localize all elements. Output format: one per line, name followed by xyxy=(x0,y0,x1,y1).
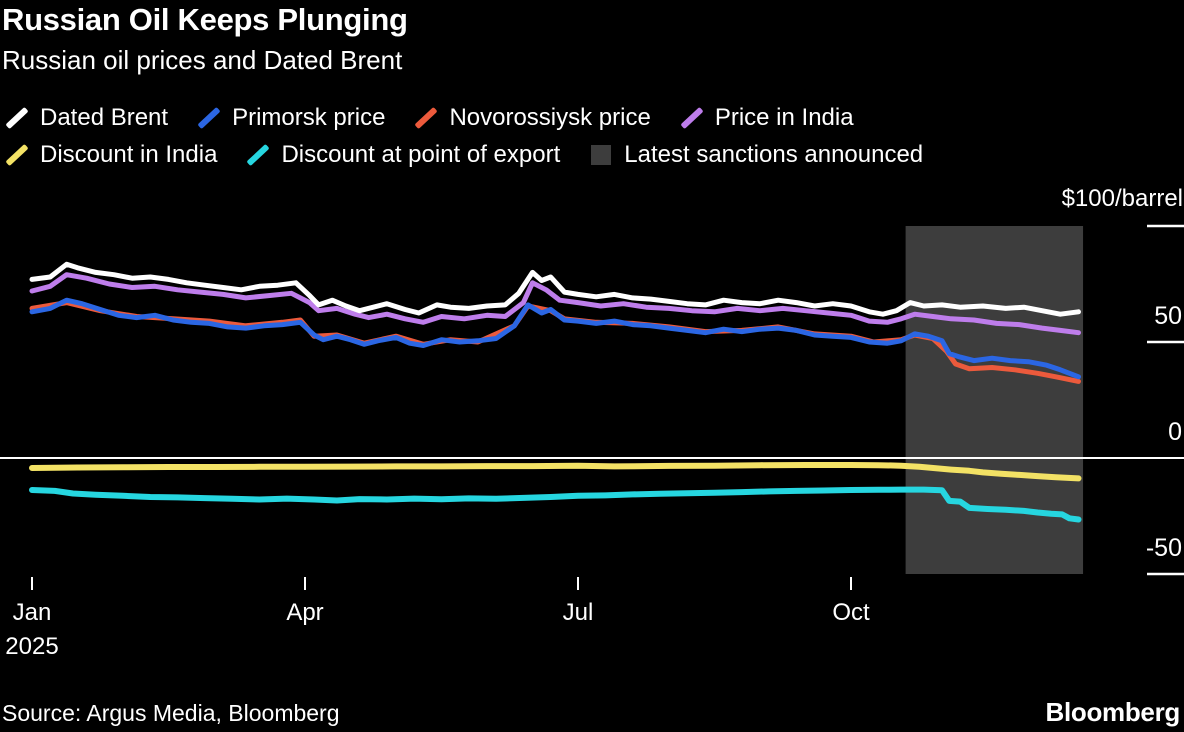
legend-item-label: Discount at point of export xyxy=(281,140,561,168)
legend-item-discount-at-point-of-export: Discount at point of export xyxy=(245,141,560,169)
x-tick-label-jan: Jan 2025 xyxy=(5,596,58,664)
legend-item-novorossiysk-price: Novorossiysk price xyxy=(413,103,651,132)
page-title: Russian Oil Keeps Plunging xyxy=(2,2,408,37)
series-line-primorsk-price xyxy=(29,297,1081,380)
series-line-discount-at-point-of-export xyxy=(29,486,1082,523)
legend-item-primorsk-price: Primorsk price xyxy=(196,104,385,132)
chart-subtitle: Russian oil prices and Dated Brent xyxy=(2,45,403,75)
legend-item-label: Latest sanctions announced xyxy=(624,140,924,168)
series-line-dated-brent xyxy=(29,261,1081,317)
legend-item-label: Price in India xyxy=(714,103,854,131)
y-tick-label-50: -50 xyxy=(1145,534,1182,562)
legend-box-swatch-icon xyxy=(588,142,614,168)
x-tick-label-jul: Jul xyxy=(562,599,594,626)
legend-item-price-in-india: Price in India xyxy=(679,104,854,132)
y-tick-label-0: 0 xyxy=(1168,418,1182,446)
latest-sanctions-announced-swatch xyxy=(591,144,612,165)
legend: Dated Brent Primorsk price Novorossiysk pr… xyxy=(4,99,923,173)
series-line-discount-in-india xyxy=(29,462,1082,482)
legend-item-label: Novorossiysk price xyxy=(449,103,651,131)
legend-item-label: Primorsk price xyxy=(232,103,386,131)
legend-item-latest-sanctions-announced: Latest sanctions announced xyxy=(588,141,923,169)
y-tick-label-50: 50 xyxy=(1154,302,1182,330)
x-tick-sublabel-2025: 2025 xyxy=(5,633,59,660)
legend-item-label: Discount in India xyxy=(40,140,218,168)
legend-row-1: Dated Brent Primorsk price Novorossiysk pr… xyxy=(4,99,923,136)
x-tick-label-oct: Oct xyxy=(832,599,870,626)
series-line-price-in-india xyxy=(29,272,1081,336)
source-text: Source: Argus Media, Bloomberg xyxy=(2,700,340,726)
x-tick-label-apr: Apr xyxy=(286,599,324,626)
y-axis-unit-label: $100/barrel xyxy=(1061,185,1183,212)
legend-row-2: Discount in India Discount at point of ex… xyxy=(4,136,923,173)
sanctions-region xyxy=(905,226,1084,574)
legend-item-label: Dated Brent xyxy=(40,103,169,131)
bloomberg-logo: Bloomberg xyxy=(1045,697,1180,727)
legend-item-dated-brent: Dated Brent xyxy=(4,104,168,132)
legend-item-discount-in-india: Discount in India xyxy=(4,141,217,169)
